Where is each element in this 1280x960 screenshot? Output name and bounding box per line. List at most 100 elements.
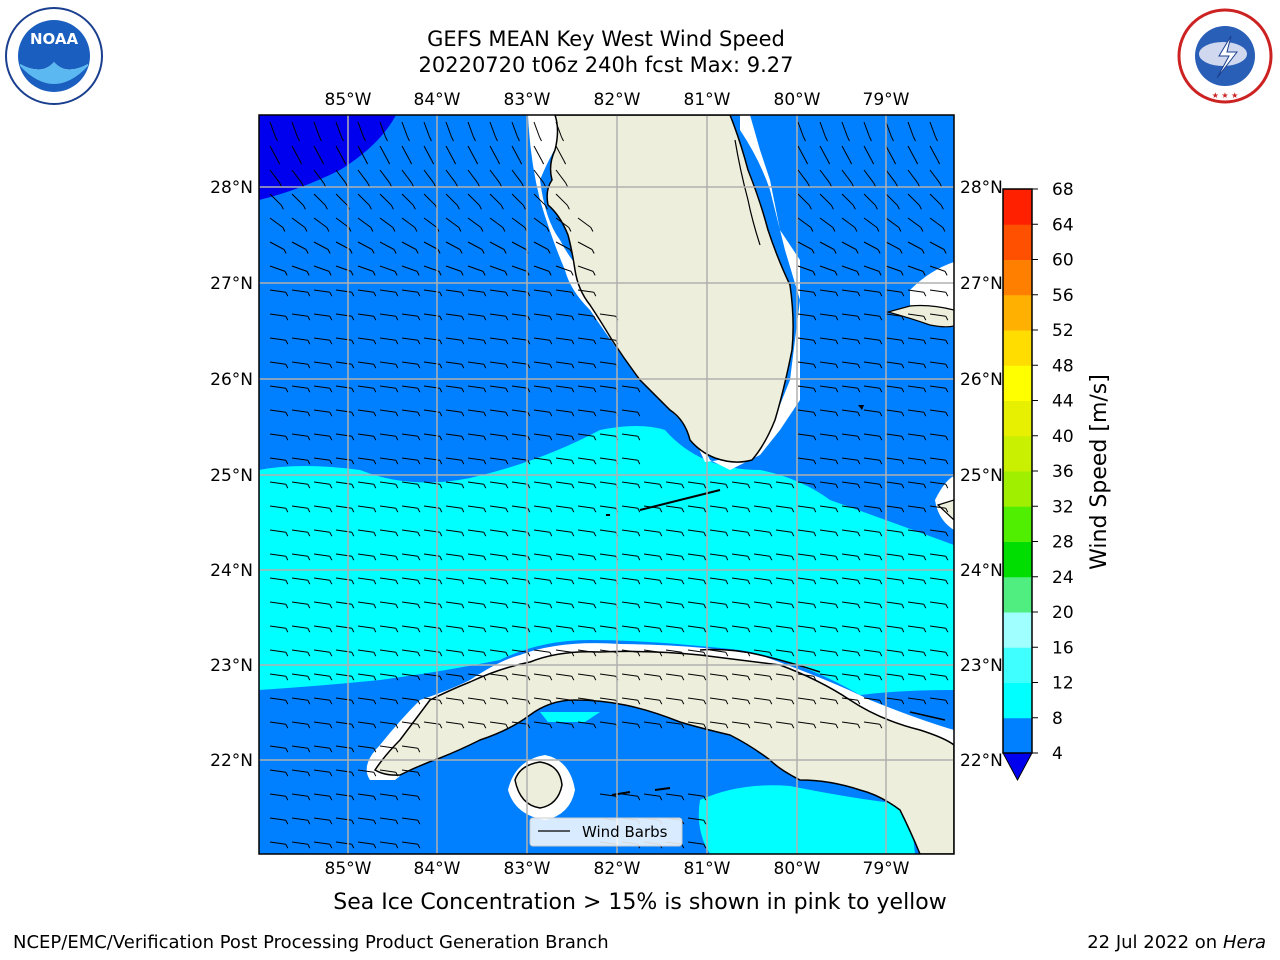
wind-barb — [665, 649, 682, 653]
wind-barb-tick — [373, 603, 377, 609]
wind-barb-tick — [879, 387, 883, 393]
wind-barb — [929, 121, 936, 138]
wind-barb-tick — [593, 435, 597, 441]
wind-barb — [643, 553, 660, 557]
wind-barb-tick — [373, 771, 377, 777]
wind-barb — [819, 241, 835, 250]
wind-barb — [577, 649, 594, 653]
wind-barb — [511, 217, 526, 228]
wind-barb-tick — [769, 531, 773, 537]
footer-date-text: 22 Jul 2022 on — [1087, 932, 1223, 953]
wind-barb-tick — [681, 579, 685, 585]
wind-barb-tick — [439, 507, 443, 513]
wind-barb — [819, 361, 836, 365]
wind-barb — [929, 481, 946, 485]
wind-barb — [599, 409, 616, 413]
wind-barb — [467, 241, 483, 250]
wind-barb — [511, 577, 528, 581]
wind-barb — [885, 193, 898, 206]
wind-barb — [313, 841, 330, 845]
wind-barb — [511, 553, 528, 557]
wind-barb-tick — [944, 271, 948, 276]
wind-barb — [445, 481, 462, 485]
wind-barb — [841, 649, 858, 653]
wind-barb — [313, 193, 326, 206]
wind-barb — [379, 817, 396, 821]
wind-barb-tick — [395, 363, 399, 369]
wind-barb-tick — [895, 182, 899, 188]
wind-barb-tick — [483, 555, 487, 561]
wind-barb — [885, 577, 902, 581]
wind-barb-tick — [307, 291, 311, 297]
wind-barb-tick — [329, 579, 333, 585]
wind-barb-tick — [813, 579, 817, 585]
wind-barb-tick — [681, 699, 685, 705]
wind-barb-tick — [571, 411, 575, 417]
wind-barb-tick — [307, 771, 311, 777]
wind-barb — [533, 721, 550, 725]
wind-barb — [511, 145, 521, 161]
wind-barb-tick — [945, 339, 949, 345]
wind-barb-tick — [945, 483, 949, 489]
wind-barb-tick — [855, 249, 859, 254]
wind-barb — [555, 265, 572, 272]
wind-barb — [841, 721, 858, 725]
wind-barb — [929, 553, 946, 557]
wind-barb — [291, 265, 308, 272]
wind-barb — [401, 553, 418, 557]
wind-barb — [291, 577, 308, 581]
wind-barb-tick — [813, 483, 817, 489]
wind-barb — [401, 817, 418, 821]
colorbar-tick-label: 24 — [1052, 568, 1074, 588]
wind-barb-tick — [307, 747, 311, 753]
wind-barb-tick — [505, 411, 509, 417]
wind-barb-tick — [923, 339, 927, 345]
wind-barb-tick — [439, 651, 443, 657]
wind-barb — [863, 361, 880, 365]
wind-barb — [687, 673, 704, 677]
wind-barb-tick — [417, 411, 421, 417]
wind-barb-tick — [373, 843, 377, 849]
wind-barb — [269, 217, 284, 228]
graticule — [259, 115, 954, 854]
wind-barb-tick — [351, 771, 355, 777]
wind-barb — [863, 265, 880, 272]
wind-barb — [401, 649, 418, 653]
wind-barb — [335, 817, 352, 821]
wind-barb-tick — [791, 723, 795, 729]
wind-barb — [621, 457, 638, 461]
wind-barb-tick — [483, 723, 487, 729]
wind-barb — [819, 289, 836, 293]
wind-barb-tick — [769, 555, 773, 561]
wind-barb-tick — [769, 651, 773, 657]
wind-barb-tick — [835, 531, 839, 537]
wind-barb-tick — [857, 459, 861, 465]
wind-barb-tick — [857, 507, 861, 513]
wind-barb — [621, 385, 638, 389]
wind-barb — [511, 193, 524, 206]
wind-barb — [357, 793, 374, 797]
wind-barb-tick — [483, 315, 487, 321]
wind-barb — [291, 745, 308, 749]
wind-barb — [577, 505, 594, 509]
wind-barb-tick — [483, 675, 487, 681]
wind-barb-tick — [481, 249, 485, 254]
wind-barb-tick — [857, 579, 861, 585]
wind-barb-tick — [852, 205, 856, 210]
wind-barb — [885, 529, 902, 533]
wind-barb — [775, 721, 792, 725]
wind-barb — [885, 673, 902, 677]
wind-barb-tick — [879, 675, 883, 681]
wind-barb-tick — [813, 723, 817, 729]
wind-barb-tick — [329, 555, 333, 561]
wind-barb-tick — [637, 627, 641, 633]
wind-barb-tick — [945, 627, 949, 633]
wind-barb — [313, 337, 330, 341]
wind-barb — [731, 673, 748, 677]
wind-barb-tick — [541, 159, 545, 165]
wind-barb-tick — [813, 291, 817, 297]
colorbar-label: Wind Speed [m/s] — [1087, 374, 1112, 570]
wind-barb — [885, 265, 902, 272]
wind-barb — [621, 553, 638, 557]
